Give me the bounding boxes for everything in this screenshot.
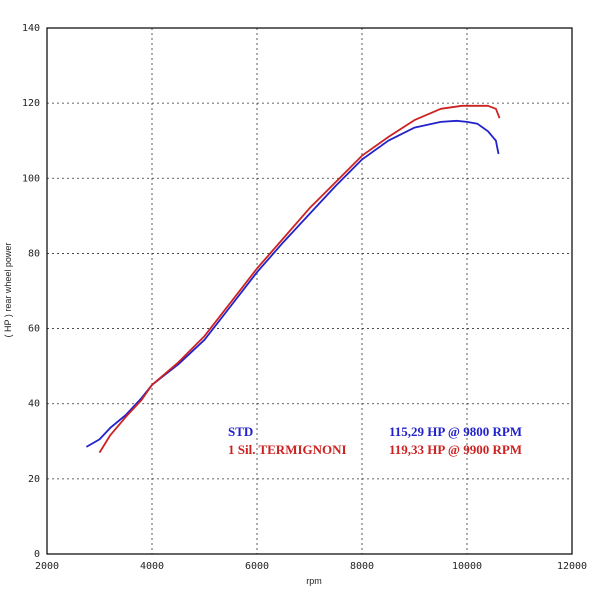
y-tick-label: 40 (28, 399, 40, 410)
y-tick-labels: 0 20 40 60 80 100 120 140 (22, 23, 40, 560)
legend-name-termignoni: 1 Sil. TERMIGNONI (228, 442, 347, 457)
y-axis-label: ( HP ) rear wheel power (3, 243, 13, 338)
y-tick-label: 60 (28, 324, 40, 335)
plot-frame (46, 27, 573, 555)
x-axis-label: rpm (306, 576, 322, 586)
y-tick-label: 0 (34, 549, 40, 560)
y-tick-label: 140 (22, 23, 40, 34)
x-tick-label: 10000 (452, 561, 482, 572)
x-tick-labels: 2000 4000 6000 8000 10000 12000 (35, 561, 587, 572)
x-tick-label: 8000 (350, 561, 374, 572)
y-tick-label: 20 (28, 474, 40, 485)
x-tick-label: 12000 (557, 561, 587, 572)
series-line-std (85, 119, 500, 448)
y-tick-label: 100 (22, 173, 40, 184)
series-group (85, 104, 501, 454)
legend-value-termignoni: 119,33 HP @ 9900 RPM (389, 442, 522, 457)
legend-value-std: 115,29 HP @ 9800 RPM (389, 424, 522, 439)
x-tick-label: 6000 (245, 561, 269, 572)
x-tick-label: 2000 (35, 561, 59, 572)
y-tick-label: 120 (22, 98, 40, 109)
x-tick-label: 4000 (140, 561, 164, 572)
y-tick-label: 80 (28, 248, 40, 259)
legend-name-std: STD (228, 424, 253, 439)
series-line-1-sil-termignoni (98, 104, 501, 454)
legend: STD 115,29 HP @ 9800 RPM 1 Sil. TERMIGNO… (228, 424, 522, 457)
